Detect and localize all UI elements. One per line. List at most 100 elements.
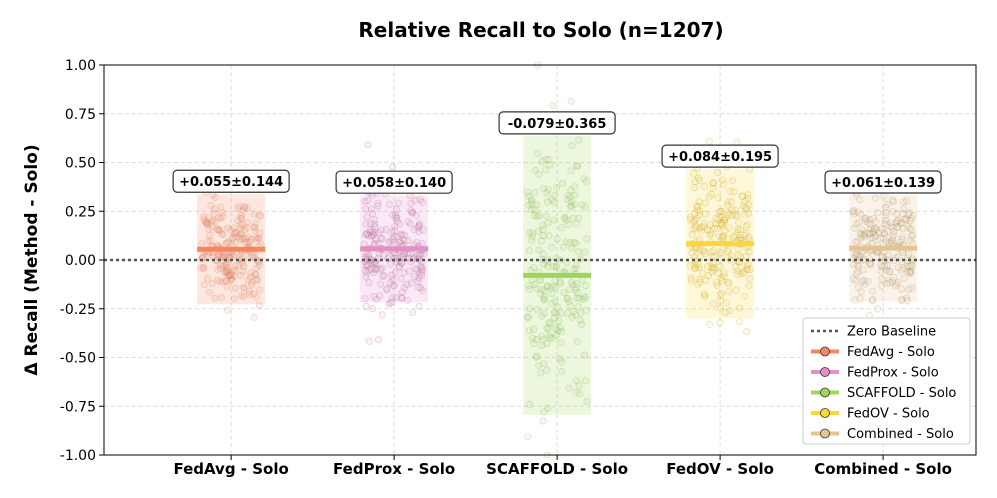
data-point bbox=[575, 294, 583, 302]
data-point bbox=[568, 278, 576, 286]
data-point bbox=[227, 276, 235, 284]
data-point bbox=[526, 305, 534, 313]
data-point bbox=[536, 290, 544, 298]
data-point bbox=[246, 287, 254, 295]
data-point bbox=[539, 221, 547, 229]
data-point bbox=[859, 266, 867, 274]
data-point bbox=[549, 102, 557, 110]
data-point bbox=[742, 222, 750, 230]
data-point bbox=[855, 251, 863, 259]
data-point bbox=[725, 224, 733, 232]
data-point bbox=[232, 262, 240, 270]
y-axis-label: Δ Recall (Method - Solo) bbox=[22, 144, 42, 375]
data-point bbox=[718, 176, 726, 184]
data-point bbox=[883, 279, 891, 287]
data-point bbox=[870, 224, 878, 232]
data-point bbox=[702, 277, 710, 285]
data-point bbox=[857, 211, 865, 219]
data-point bbox=[887, 223, 895, 231]
data-point bbox=[541, 293, 549, 301]
data-point bbox=[238, 292, 246, 300]
data-point bbox=[693, 214, 701, 222]
data-point bbox=[206, 231, 214, 239]
y-tick-label: 0.25 bbox=[65, 204, 96, 220]
data-point bbox=[880, 230, 888, 238]
data-point bbox=[903, 267, 911, 275]
data-point bbox=[561, 214, 569, 222]
legend: Zero Baseline FedAvg - Solo FedProx - Solo… bbox=[802, 317, 971, 445]
data-point bbox=[723, 247, 731, 255]
data-point bbox=[204, 220, 212, 228]
data-point bbox=[252, 270, 260, 278]
data-point bbox=[535, 362, 543, 370]
data-point bbox=[205, 288, 213, 296]
data-point bbox=[540, 296, 548, 304]
data-point bbox=[217, 203, 225, 211]
annotation-box bbox=[498, 111, 616, 135]
data-point bbox=[897, 266, 905, 274]
data-point bbox=[362, 261, 370, 269]
data-point bbox=[872, 218, 880, 226]
data-point bbox=[871, 232, 879, 240]
data-point bbox=[367, 265, 375, 273]
data-point bbox=[853, 237, 861, 245]
data-point bbox=[878, 263, 886, 271]
data-point bbox=[735, 218, 743, 226]
legend-label: FedAvg - Solo bbox=[847, 345, 935, 360]
data-point bbox=[534, 227, 542, 235]
data-point bbox=[743, 265, 751, 273]
data-point bbox=[216, 227, 224, 235]
data-point bbox=[746, 266, 754, 274]
data-point bbox=[714, 224, 722, 232]
data-point bbox=[415, 222, 423, 230]
data-point bbox=[866, 260, 874, 268]
data-point bbox=[366, 228, 374, 236]
data-point bbox=[889, 237, 897, 245]
data-point bbox=[557, 339, 565, 347]
data-point bbox=[390, 232, 398, 240]
data-point bbox=[878, 253, 886, 261]
data-point bbox=[399, 253, 407, 261]
data-point bbox=[558, 358, 566, 366]
data-point bbox=[388, 298, 396, 306]
data-point bbox=[378, 235, 386, 243]
data-point bbox=[364, 260, 372, 268]
data-point bbox=[552, 262, 560, 270]
data-point bbox=[874, 305, 882, 313]
data-point bbox=[889, 208, 897, 216]
data-point bbox=[527, 196, 535, 204]
data-point bbox=[700, 219, 708, 227]
data-point bbox=[726, 307, 734, 315]
data-point bbox=[714, 269, 722, 277]
data-point bbox=[214, 266, 222, 274]
data-point bbox=[742, 205, 750, 213]
data-point bbox=[244, 276, 252, 284]
data-point bbox=[906, 269, 914, 277]
data-point bbox=[527, 206, 535, 214]
data-point bbox=[202, 219, 210, 227]
data-point bbox=[865, 230, 873, 238]
data-point bbox=[539, 250, 547, 258]
data-point bbox=[724, 235, 732, 243]
data-point bbox=[543, 340, 551, 348]
y-tick-label: -0.50 bbox=[60, 351, 96, 367]
data-point bbox=[867, 260, 875, 268]
data-point bbox=[908, 284, 916, 292]
data-point bbox=[362, 205, 370, 213]
data-point bbox=[688, 230, 696, 238]
data-point bbox=[900, 274, 908, 282]
data-point bbox=[545, 232, 553, 240]
data-point bbox=[530, 205, 538, 213]
data-point bbox=[570, 200, 578, 208]
data-point bbox=[553, 235, 561, 243]
data-point bbox=[397, 293, 405, 301]
data-point bbox=[852, 276, 860, 284]
data-point bbox=[571, 286, 579, 294]
data-point bbox=[705, 231, 713, 239]
data-point bbox=[854, 283, 862, 291]
data-point bbox=[415, 274, 423, 282]
data-point bbox=[383, 284, 391, 292]
data-point bbox=[390, 227, 398, 235]
data-point bbox=[240, 283, 248, 291]
data-point bbox=[568, 313, 576, 321]
